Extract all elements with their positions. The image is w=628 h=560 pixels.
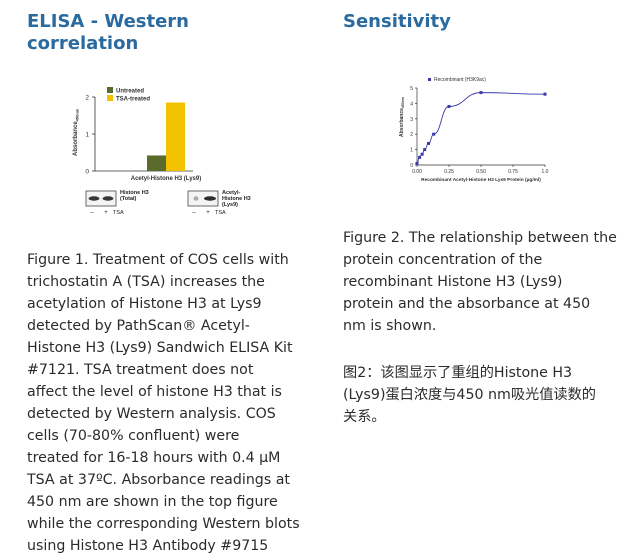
bar-legend-label: TSA-treated (116, 97, 150, 103)
line-y-tick-label: 2 (410, 132, 413, 138)
blot-total-panel (85, 190, 117, 207)
line-y-axis-label: Absorbance450nm (399, 97, 405, 137)
blot-acetyl-panel (187, 190, 219, 207)
elisa-bar-chart: 0 1 2 Absorbance450nm Acetyl-Histone H3 (Lys… (73, 87, 201, 182)
bar-y-tick-label: 0 (85, 169, 89, 176)
line-x-axis-label: Recombinant Acetyl-Histone H3 Lys9 Prote… (421, 177, 541, 183)
line-x-tick-label: 0.50 (476, 169, 486, 175)
line-data-point (423, 148, 427, 152)
line-data-point (427, 141, 431, 145)
blot-total-label: Histone H3 (Total) (120, 190, 149, 202)
line-y-tick-label: 4 (410, 101, 413, 107)
line-y-tick-label: 0 (410, 163, 413, 169)
blot-total-treatment: TSA (113, 210, 124, 216)
bar-y-axis-label: Absorbance450nm (73, 108, 80, 156)
blot-total-band (88, 196, 100, 201)
blot-total-band (102, 196, 114, 201)
blot-acetyl-label: Acetyl-Histone H3 (Lys9) (222, 190, 251, 208)
blot-acetyl-band (204, 196, 216, 201)
line-data-point (418, 155, 422, 159)
blot-total-minus: – (90, 210, 94, 216)
blot-acetyl-band (193, 196, 199, 201)
figure1-caption: Figure 1. Treatment of COS cells with tr… (27, 252, 300, 554)
bar-legend-swatch (107, 87, 113, 93)
western-blots: Histone H3 (Total) – + TSA Acetyl-Histone H3(… (85, 190, 251, 216)
bar-y-tick-label: 2 (85, 95, 89, 102)
line-series-curve (416, 92, 546, 164)
line-x-tick-label: 0.00 (412, 169, 422, 175)
line-y-tick-label: 1 (410, 148, 413, 154)
figure2-caption-chinese: 图2：该图显示了重组的Histone H3 (Lys9)蛋白浓度与450 nm吸… (343, 365, 596, 425)
bar-legend-label: Untreated (116, 89, 144, 95)
blot-total-plus: + (104, 210, 108, 216)
line-y-tick-label: 5 (410, 86, 413, 92)
line-x-tick-label: 1.0 (542, 169, 549, 175)
line-data-point (420, 152, 424, 156)
bar-untreated (147, 155, 166, 171)
line-x-tick-label: 0.75 (508, 169, 518, 175)
bar-tsa-treated (166, 102, 185, 171)
figure2-caption: Figure 2. The relationship between the p… (343, 230, 617, 334)
line-data-point (543, 92, 547, 96)
bar-legend-swatch (107, 95, 113, 101)
sensitivity-heading: Sensitivity (343, 11, 451, 32)
line-x-tick-label: 0.25 (444, 169, 454, 175)
bar-category-label: Acetyl-Histone H3 (Lys9) (131, 176, 201, 182)
line-data-point (447, 104, 451, 108)
line-legend-marker (428, 78, 431, 81)
bar-y-tick-label: 1 (85, 132, 89, 139)
elisa-western-heading: ELISA - Western correlation (27, 11, 189, 54)
line-data-point (479, 91, 483, 95)
line-data-point (432, 132, 436, 136)
line-data-point (415, 161, 419, 165)
line-y-tick-label: 3 (410, 117, 413, 123)
blot-acetyl-plus: + (206, 210, 210, 216)
line-legend-label: Recombinant (H3K9ac) (434, 77, 486, 83)
blot-acetyl-treatment: TSA (215, 210, 226, 216)
blot-acetyl-minus: – (192, 210, 196, 216)
